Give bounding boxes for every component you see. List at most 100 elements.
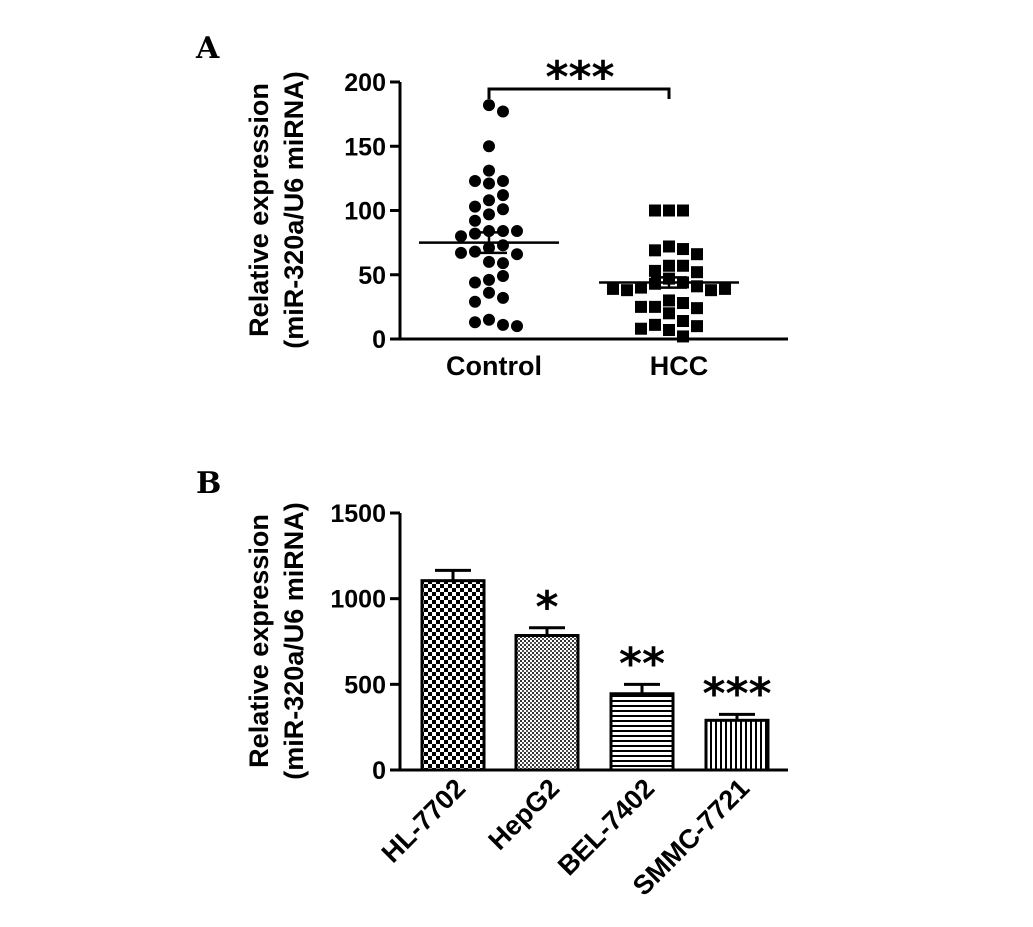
panel-a-point-hcc [677, 330, 689, 343]
panel-a-point-control [497, 270, 509, 283]
panel-b-bars: ****** [420, 568, 772, 772]
panel-b-category-label: HepG2 [482, 773, 565, 856]
panel-b-y-ticks: 0 500 1000 1500 [330, 500, 400, 785]
panel-a-point-hcc [649, 264, 661, 277]
panel-b-bar [420, 579, 486, 772]
panel-a-point-control [469, 174, 481, 187]
panel-a-significance-bracket [487, 87, 671, 99]
panel-b-y-tick-label: 0 [372, 757, 386, 785]
panel-a-point-hcc [663, 259, 675, 272]
panel-a-point-control [497, 203, 509, 216]
panel-b-y-tick-label: 1000 [330, 586, 386, 614]
panel-a-y-axis-title-units: (miR-320a/U6 miRNA) [279, 71, 309, 349]
panel-b-significance: *** [702, 668, 771, 719]
panel-a-point-control [483, 164, 495, 177]
panel-a-point-control [483, 286, 495, 299]
panel-a-point-control [511, 225, 523, 238]
panel-a-point-hcc [663, 240, 675, 253]
panel-a-point-control [483, 140, 495, 153]
panel-a-letter: A [195, 31, 220, 66]
panel-a-point-hcc [677, 297, 689, 310]
panel-b-bar [704, 718, 770, 772]
panel-b-bar [609, 692, 675, 772]
panel-a-point-control [483, 255, 495, 268]
panel-a-point-hcc [635, 322, 647, 335]
panel-a-significance: *** [545, 52, 614, 103]
panel-b-y-axis-title-units: (miR-320a/U6 miRNA) [279, 502, 309, 780]
panel-a-y-ticks: 0 50 100 150 200 [344, 69, 400, 354]
panel-a-point-hcc [677, 243, 689, 256]
panel-a-point-control [469, 276, 481, 289]
panel-a-point-hcc [691, 248, 703, 261]
panel-a-point-control [469, 245, 481, 258]
panel-a-point-hcc [663, 294, 675, 307]
panel-a-point-control [483, 225, 495, 238]
panel-a-point-hcc [705, 284, 717, 297]
panel-a-point-hcc [663, 307, 675, 320]
panel-b-letter: B [196, 466, 221, 501]
panel-a-point-control [483, 208, 495, 221]
panel-a-point-control [497, 318, 509, 331]
panel-a-point-control [497, 239, 509, 252]
panel-a-point-hcc [691, 320, 703, 333]
panel-a-point-control [483, 99, 495, 112]
panel-b-category-label: HL-7702 [376, 773, 471, 868]
panel-a-point-hcc [635, 300, 647, 313]
panel-a-point-control [469, 316, 481, 329]
panel-a-point-control [483, 177, 495, 190]
panel-a-point-control [483, 313, 495, 326]
panel-a-point-hcc [649, 204, 661, 217]
panel-a-point-hcc [663, 324, 675, 337]
panel-a-y-tick-label: 200 [344, 69, 386, 97]
panel-a-point-hcc [649, 318, 661, 331]
panel-a-point-control [511, 320, 523, 333]
panel-a: A Relative expression (miR-320a/U6 miRNA… [195, 31, 788, 381]
panel-a-point-hcc [607, 282, 619, 295]
panel-a-point-control [497, 174, 509, 187]
panel-a-point-hcc [677, 315, 689, 328]
panel-a-point-control [469, 295, 481, 308]
panel-a-point-control [497, 257, 509, 270]
panel-a-y-axis-title: Relative expression [244, 83, 274, 337]
panel-a-y-tick-label: 0 [372, 326, 386, 354]
panel-a-category-labels: Control HCC [446, 351, 708, 381]
panel-a-point-hcc [677, 204, 689, 217]
panel-a-point-hcc [691, 266, 703, 279]
panel-a-point-hcc [649, 244, 661, 257]
panel-a-point-control [469, 227, 481, 240]
panel-a-point-control [455, 230, 467, 243]
panel-a-y-tick-label: 150 [344, 133, 386, 161]
panel-a-point-control [497, 291, 509, 304]
panel-a-axes [398, 82, 788, 341]
panel-b-y-tick-label: 500 [344, 671, 386, 699]
panel-a-y-tick-label: 50 [358, 262, 386, 290]
panel-a-point-hcc [719, 282, 731, 295]
panel-a-point-control [455, 246, 467, 259]
panel-a-point-control [469, 214, 481, 227]
panel-b-y-tick-label: 1500 [330, 500, 386, 528]
panel-a-point-control [497, 225, 509, 238]
panel-a-category-label: Control [446, 351, 542, 381]
panel-a-y-tick-label: 100 [344, 198, 386, 226]
panel-b-significance: ** [619, 638, 665, 689]
panel-a-point-control [497, 105, 509, 118]
panel-a-points [455, 99, 731, 343]
panel-a-point-control [511, 248, 523, 261]
panel-b-bar [514, 634, 580, 772]
panel-a-point-hcc [621, 284, 633, 297]
panel-b-significance: * [535, 582, 558, 633]
panel-a-point-hcc [649, 300, 661, 313]
panel-b: B Relative expression (miR-320a/U6 miRNA… [196, 466, 788, 901]
panel-a-point-control [497, 189, 509, 202]
panel-a-point-control [483, 194, 495, 207]
panel-a-point-hcc [677, 259, 689, 272]
panel-b-y-axis-title: Relative expression [244, 514, 274, 768]
panel-a-point-hcc [691, 302, 703, 315]
panel-a-point-control [483, 273, 495, 286]
panel-a-point-hcc [663, 204, 675, 217]
panel-a-point-hcc [635, 281, 647, 294]
panel-a-category-label: HCC [650, 351, 709, 381]
panel-a-mean-lines [419, 231, 739, 289]
